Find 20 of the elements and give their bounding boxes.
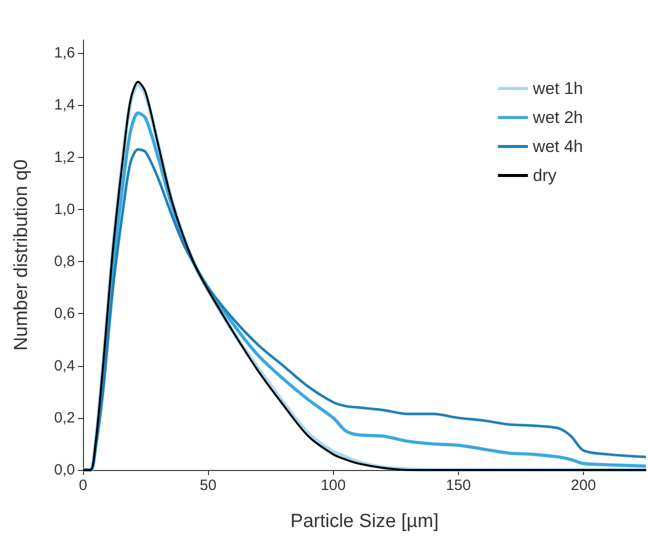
legend-label: wet 1h	[532, 79, 584, 98]
y-tick-label: 0,4	[54, 357, 75, 374]
y-tick-label: 0,6	[54, 305, 75, 322]
x-tick-label: 50	[200, 477, 216, 494]
y-tick-label: 1,2	[54, 148, 75, 166]
x-tick-label: 0	[78, 477, 88, 494]
x-axis-title: Particle Size [µm]	[290, 511, 439, 532]
y-tick-label: 0,8	[54, 253, 75, 270]
x-tick-label: 150	[446, 477, 471, 494]
x-tick-label: 100	[320, 477, 346, 494]
y-tick-label: 0,2	[54, 409, 75, 426]
legend-label: wet 2h	[532, 108, 584, 127]
y-tick-label: 1,0	[54, 200, 75, 218]
legend-label: wet 4h	[532, 137, 584, 156]
x-tick-label: 200	[570, 477, 596, 494]
y-tick-label: 1,6	[54, 44, 75, 62]
y-tick-label: 0,0	[54, 462, 75, 478]
y-tick-label: 1,4	[54, 96, 75, 114]
y-axis-title: Number distribution q0	[11, 159, 32, 351]
legend-label: dry	[532, 166, 558, 185]
